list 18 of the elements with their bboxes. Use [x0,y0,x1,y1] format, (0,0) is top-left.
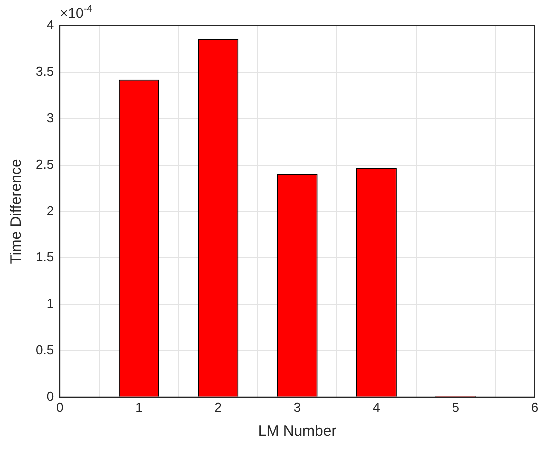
y-tick-label: 1 [46,296,54,312]
x-tick-label: 2 [214,400,222,415]
x-tick-label: 5 [452,400,460,415]
y-axis-title: Time Difference [8,159,26,264]
x-tick-label: 3 [294,400,302,415]
y-tick-label: 0.5 [36,342,54,358]
x-tick-label: 4 [373,400,380,415]
x-tick-label: 1 [136,400,143,415]
x-axis-title: LM Number [258,423,337,440]
y-tick-label: 3.5 [36,64,54,80]
y-tick-label: 2.5 [36,156,54,172]
y-tick-label: 3 [46,110,54,126]
x-tick-label: 0 [56,400,64,415]
y-tick-label: 4 [46,18,54,33]
y-tick-label: 0 [46,388,54,404]
x-tick-label: 6 [531,400,539,415]
y-tick-label: 2 [46,203,54,218]
y-tick-label: 1.5 [36,250,54,265]
